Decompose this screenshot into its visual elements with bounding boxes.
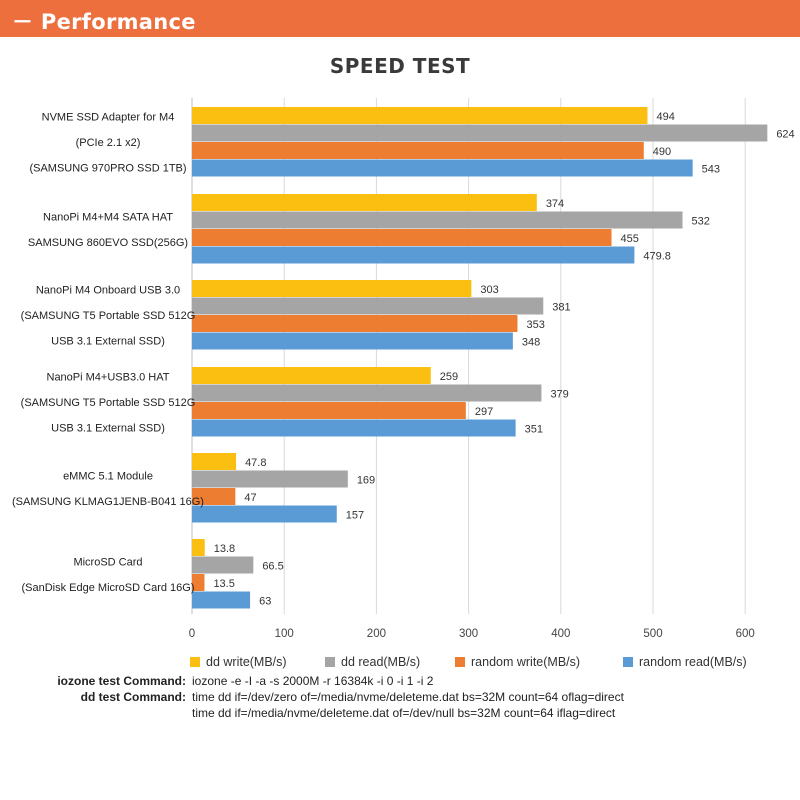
- x-tick-label: 200: [367, 628, 386, 640]
- category-label-group-2: NanoPi M4+M4 SATA HAT: [43, 211, 173, 223]
- category-label-group-3: NanoPi M4 Onboard USB 3.0: [36, 285, 180, 297]
- legend-item-random-write: random write(MB/s): [455, 655, 580, 669]
- legend-item-dd-read: dd read(MB/s): [325, 655, 420, 669]
- legend-swatch-dd-read: [325, 657, 335, 667]
- dd-command-read: time dd if=/media/nvme/deleteme.dat of=/…: [192, 706, 616, 720]
- bar-random-read-mb-s-group-3: [192, 332, 513, 350]
- legend-swatch-random-write: [455, 657, 465, 667]
- data-label-dd-write-mb-s-group-5: 47.8: [245, 457, 266, 469]
- legend-swatch-random-read: [623, 657, 633, 667]
- bar-dd-read-mb-s-group-4: [192, 384, 542, 402]
- legend-label-random-write: random write(MB/s): [471, 655, 581, 669]
- data-label-dd-write-mb-s-group-3: 303: [480, 284, 498, 296]
- x-tick-label: 400: [551, 628, 570, 640]
- data-label-dd-write-mb-s-group-4: 259: [440, 371, 458, 383]
- bar-random-write-mb-s-group-4: [192, 402, 466, 419]
- category-label-group-3: (SAMSUNG T5 Portable SSD 512G: [21, 310, 196, 322]
- data-label-random-read-mb-s-group-5: 157: [346, 509, 364, 521]
- legend-label-dd-write: dd write(MB/s): [206, 655, 287, 669]
- bar-dd-read-mb-s-group-2: [192, 211, 683, 229]
- bar-random-read-mb-s-group-5: [192, 505, 337, 523]
- legend-item-dd-write: dd write(MB/s): [190, 655, 287, 669]
- data-label-random-write-mb-s-group-2: 455: [621, 233, 639, 245]
- data-label-random-read-mb-s-group-2: 479.8: [643, 250, 671, 262]
- data-label-dd-read-mb-s-group-1: 624: [776, 128, 794, 140]
- category-label-group-6: MicroSD Card: [73, 556, 142, 568]
- data-label-random-read-mb-s-group-4: 351: [525, 423, 543, 435]
- speed-test-chart: 0 100 200 300 400 500 600 494 624 490 543 NVME SSD …: [12, 98, 795, 640]
- bar-random-write-mb-s-group-2: [192, 229, 612, 246]
- data-label-random-write-mb-s-group-4: 297: [475, 406, 493, 418]
- bar-dd-write-mb-s-group-5: [192, 453, 237, 470]
- bar-dd-write-mb-s-group-3: [192, 280, 472, 297]
- x-tick-label: 0: [189, 628, 195, 640]
- data-label-dd-read-mb-s-group-3: 381: [552, 301, 570, 313]
- data-label-random-write-mb-s-group-6: 13.5: [213, 578, 234, 590]
- legend-label-random-read: random read(MB/s): [639, 655, 747, 669]
- data-label-dd-write-mb-s-group-1: 494: [656, 111, 674, 123]
- category-label-group-6: (SanDisk Edge MicroSD Card 16G): [21, 582, 194, 594]
- bar-dd-write-mb-s-group-4: [192, 367, 431, 384]
- data-label-random-write-mb-s-group-3: 353: [526, 319, 544, 331]
- data-label-random-read-mb-s-group-1: 543: [702, 163, 720, 175]
- iozone-command-label: iozone test Command:: [57, 674, 186, 688]
- bar-random-write-mb-s-group-3: [192, 315, 518, 332]
- data-label-dd-read-mb-s-group-2: 532: [692, 215, 710, 227]
- category-label-group-4: NanoPi M4+USB3.0 HAT: [47, 372, 170, 384]
- chart-legend: dd write(MB/s) dd read(MB/s) random writ…: [190, 655, 800, 673]
- category-label-group-3: USB 3.1 External SSD): [51, 336, 165, 348]
- bar-dd-write-mb-s-group-6: [192, 539, 205, 556]
- section-title: － Performance: [12, 10, 196, 34]
- bar-random-read-mb-s-group-4: [192, 419, 516, 437]
- data-label-random-write-mb-s-group-1: 490: [653, 146, 671, 158]
- bar-dd-read-mb-s-group-3: [192, 297, 544, 315]
- category-label-group-2: SAMSUNG 860EVO SSD(256G): [28, 237, 188, 249]
- iozone-command-value: iozone -e -I -a -s 2000M -r 16384k -i 0 …: [192, 674, 434, 688]
- bar-dd-write-mb-s-group-1: [192, 107, 648, 124]
- category-label-group-1: NVME SSD Adapter for M4: [42, 112, 175, 124]
- category-label-group-4: (SAMSUNG T5 Portable SSD 512G: [21, 397, 196, 409]
- section-banner: － Performance: [0, 0, 800, 37]
- category-label-group-5: (SAMSUNG KLMAG1JENB-B041 16G): [12, 496, 204, 508]
- chart-title: SPEED TEST: [329, 54, 471, 78]
- bar-random-read-mb-s-group-1: [192, 159, 693, 177]
- x-tick-label: 300: [459, 628, 478, 640]
- bar-random-write-mb-s-group-6: [192, 574, 205, 591]
- category-label-group-4: USB 3.1 External SSD): [51, 423, 165, 435]
- bar-random-read-mb-s-group-2: [192, 246, 635, 264]
- bar-dd-read-mb-s-group-6: [192, 556, 254, 574]
- legend-label-dd-read: dd read(MB/s): [341, 655, 421, 669]
- data-label-random-read-mb-s-group-6: 63: [259, 595, 271, 607]
- category-label-group-1: (SAMSUNG 970PRO SSD 1TB): [29, 163, 186, 175]
- data-label-dd-read-mb-s-group-6: 66.5: [262, 560, 283, 572]
- data-label-dd-write-mb-s-group-6: 13.8: [214, 543, 235, 555]
- x-tick-label: 100: [275, 628, 294, 640]
- data-label-dd-write-mb-s-group-2: 374: [546, 198, 564, 210]
- dd-command-label: dd test Command:: [80, 690, 186, 704]
- legend-swatch-dd-write: [190, 657, 200, 667]
- dd-command-write: time dd if=/dev/zero of=/media/nvme/dele…: [192, 690, 624, 704]
- bar-dd-read-mb-s-group-1: [192, 124, 768, 142]
- bar-dd-read-mb-s-group-5: [192, 470, 348, 488]
- category-label-group-5: eMMC 5.1 Module: [63, 470, 153, 482]
- data-label-random-read-mb-s-group-3: 348: [522, 336, 540, 348]
- data-label-dd-read-mb-s-group-5: 169: [357, 474, 375, 486]
- bar-random-write-mb-s-group-5: [192, 488, 236, 505]
- data-label-random-write-mb-s-group-5: 47: [244, 492, 256, 504]
- data-label-dd-read-mb-s-group-4: 379: [550, 388, 568, 400]
- x-tick-label: 600: [736, 628, 755, 640]
- x-tick-label: 500: [643, 628, 662, 640]
- bar-random-read-mb-s-group-6: [192, 591, 251, 609]
- category-label-group-1: (PCIe 2.1 x2): [76, 137, 141, 149]
- bar-dd-write-mb-s-group-2: [192, 194, 537, 211]
- bar-random-write-mb-s-group-1: [192, 142, 644, 159]
- legend-item-random-read: random read(MB/s): [623, 655, 747, 669]
